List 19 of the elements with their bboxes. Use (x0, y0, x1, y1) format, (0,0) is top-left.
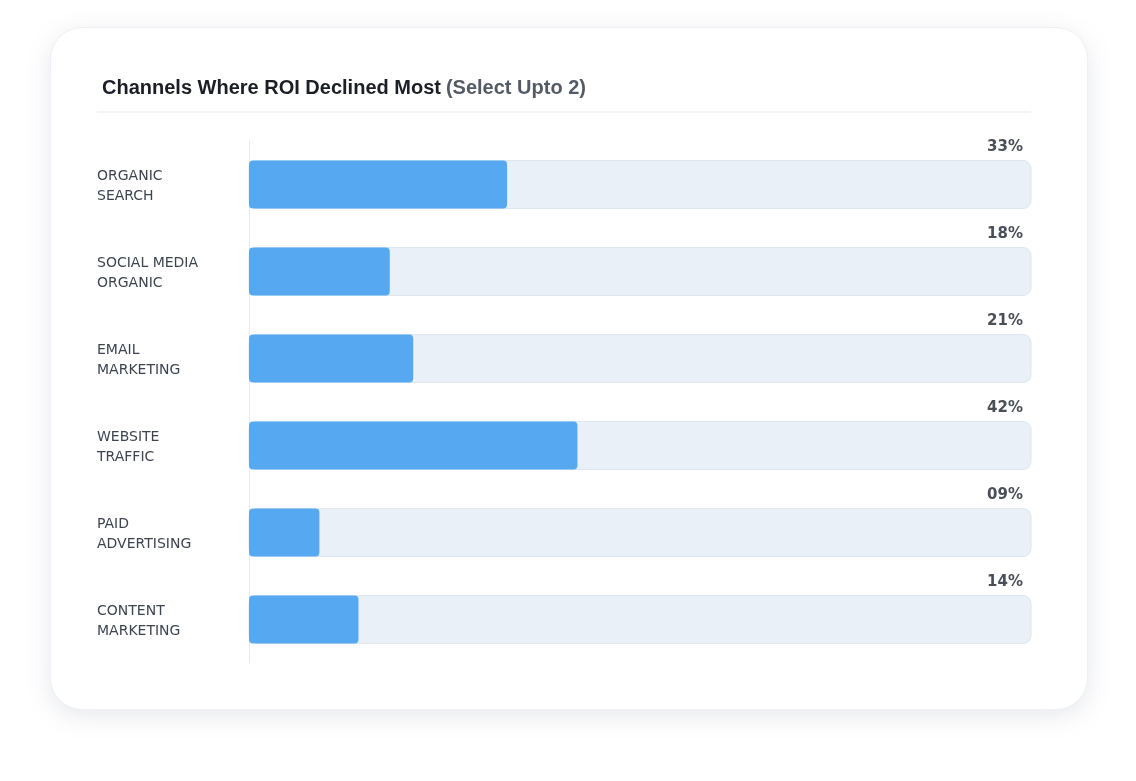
bar (249, 508, 320, 557)
bar (249, 334, 414, 383)
data-label: 42% (987, 398, 1023, 416)
y-tick-label: ORGANIC SEARCH (97, 166, 167, 203)
data-label: 18% (987, 224, 1023, 242)
data-label: 09% (987, 485, 1023, 503)
bar (249, 595, 359, 644)
chart-title: Channels Where ROI Declined Most (102, 76, 442, 98)
y-tick-label: SOCIAL MEDIA ORGANIC (97, 253, 203, 290)
y-tick-label: WEBSITE TRAFFIC (96, 427, 164, 464)
bar (249, 247, 390, 296)
data-label: 21% (987, 311, 1023, 329)
y-tick-label: CONTENT MARKETING (97, 601, 181, 638)
bar (249, 160, 508, 209)
data-label: 14% (987, 572, 1023, 590)
chart-subtitle: (Select Upto 2) (445, 76, 586, 98)
y-tick-label: EMAIL MARKETING (97, 340, 181, 377)
y-tick-label: PAID ADVERTISING (97, 514, 192, 551)
data-label: 33% (987, 137, 1023, 155)
